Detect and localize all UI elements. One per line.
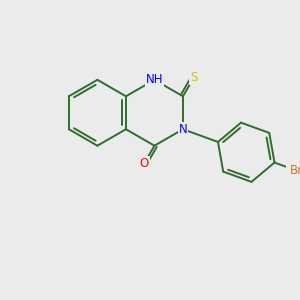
Text: Br: Br — [290, 164, 300, 177]
Text: S: S — [190, 71, 197, 84]
Text: NH: NH — [146, 73, 163, 86]
Text: O: O — [140, 157, 149, 170]
Text: N: N — [178, 123, 188, 136]
